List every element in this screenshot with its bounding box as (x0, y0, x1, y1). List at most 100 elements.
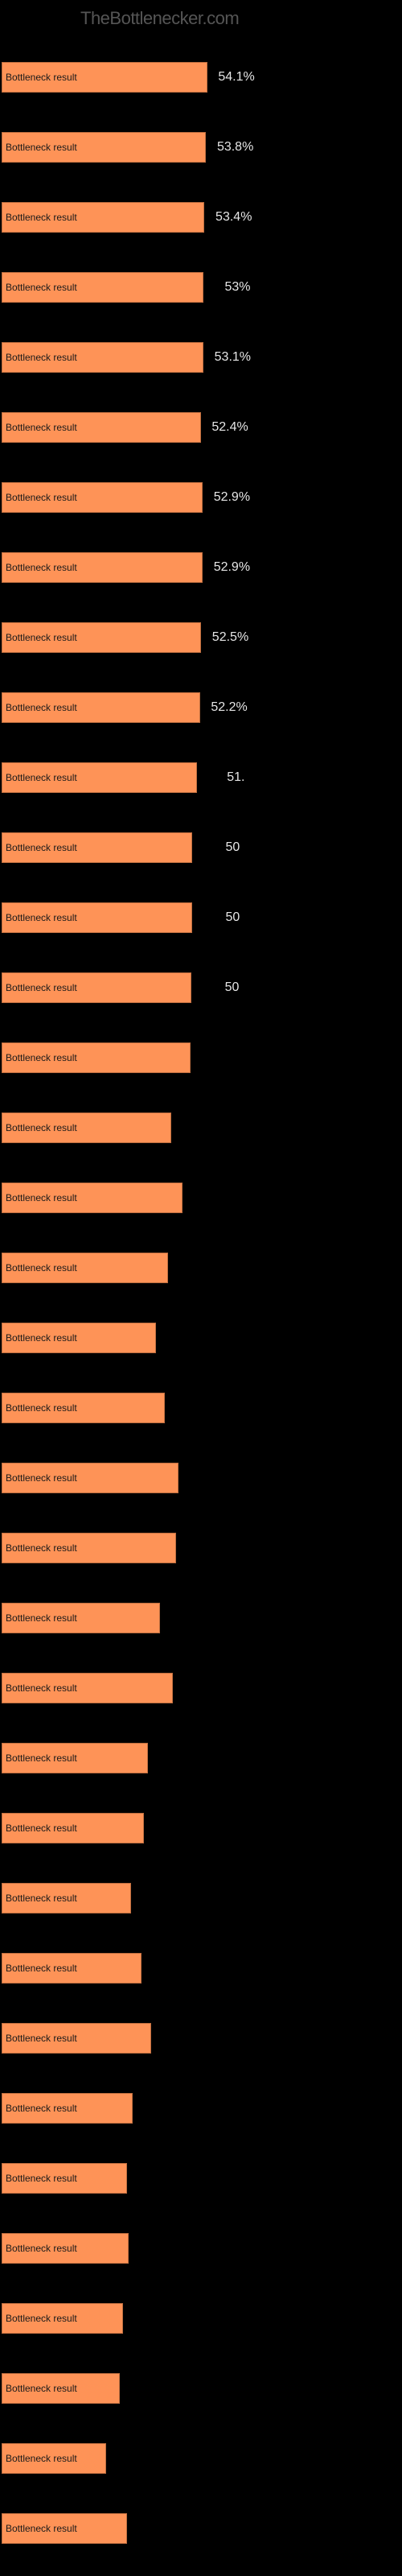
bottleneck-bar: Bottleneck result (2, 1323, 156, 1353)
chart-row: Bottleneck result (2, 2487, 211, 2557)
chart-row: Bottleneck result50 (2, 877, 211, 947)
chart-row: Bottleneck result50 (2, 807, 211, 877)
watermark-text: TheBottlenecker.com (80, 8, 239, 29)
bottleneck-bar: Bottleneck result52.2% (2, 692, 200, 723)
category-label (2, 807, 211, 824)
bar-inner-label: Bottleneck result (6, 912, 77, 923)
bar-inner-label: Bottleneck result (6, 562, 77, 573)
category-label (2, 737, 211, 754)
bottleneck-bar: Bottleneck result (2, 2373, 120, 2404)
bar-inner-label: Bottleneck result (6, 1542, 77, 1554)
bar-inner-label: Bottleneck result (6, 2313, 77, 2324)
bar-inner-label: Bottleneck result (6, 842, 77, 853)
bottleneck-bar: Bottleneck result52.9% (2, 552, 203, 583)
chart-row: Bottleneck result (2, 2207, 211, 2277)
chart-area: Bottleneck result54.1% Bottleneck result5… (2, 36, 211, 2557)
bottleneck-bar: Bottleneck result50 (2, 972, 191, 1003)
bar-inner-label: Bottleneck result (6, 352, 77, 363)
chart-row: Bottleneck result (2, 1997, 211, 2067)
bar-inner-label: Bottleneck result (6, 772, 77, 783)
bar-track: Bottleneck result52.5% (2, 622, 211, 653)
bar-inner-label: Bottleneck result (6, 1332, 77, 1344)
category-label (2, 1927, 211, 1945)
category-label (2, 1577, 211, 1595)
chart-container: TheBottlenecker.com Bottleneck result54.… (0, 0, 402, 2576)
bottleneck-bar: Bottleneck result (2, 1533, 176, 1563)
category-label (2, 1437, 211, 1455)
bar-inner-label: Bottleneck result (6, 632, 77, 643)
chart-row: Bottleneck result53.1% (2, 316, 211, 386)
category-label (2, 877, 211, 894)
bar-inner-label: Bottleneck result (6, 2033, 77, 2044)
bar-track: Bottleneck result (2, 2303, 211, 2334)
bar-track: Bottleneck result53.8% (2, 132, 211, 163)
bar-track: Bottleneck result (2, 2373, 211, 2404)
bottleneck-bar: Bottleneck result (2, 2093, 133, 2124)
category-label (2, 1157, 211, 1174)
chart-row: Bottleneck result52.9% (2, 526, 211, 597)
value-label: 52.9% (214, 560, 250, 575)
bottleneck-bar: Bottleneck result (2, 2303, 123, 2334)
bar-track: Bottleneck result (2, 2023, 211, 2054)
bottleneck-bar: Bottleneck result53.4% (2, 202, 204, 233)
bar-track: Bottleneck result (2, 2163, 211, 2194)
bottleneck-bar: Bottleneck result53.8% (2, 132, 206, 163)
value-label: 53.1% (215, 350, 251, 365)
category-label (2, 597, 211, 614)
category-label (2, 2067, 211, 2085)
category-label (2, 667, 211, 684)
bar-inner-label: Bottleneck result (6, 1052, 77, 1063)
value-label: 50 (226, 840, 240, 855)
category-label (2, 1787, 211, 1805)
bottleneck-bar: Bottleneck result52.4% (2, 412, 201, 443)
bar-track: Bottleneck result (2, 1323, 211, 1353)
bar-inner-label: Bottleneck result (6, 282, 77, 293)
bar-inner-label: Bottleneck result (6, 1823, 77, 1834)
bar-inner-label: Bottleneck result (6, 1262, 77, 1274)
category-label (2, 1507, 211, 1525)
bottleneck-bar: Bottleneck result54.1% (2, 62, 207, 93)
bar-inner-label: Bottleneck result (6, 2173, 77, 2184)
bar-track: Bottleneck result (2, 1393, 211, 1423)
bar-track: Bottleneck result52.4% (2, 412, 211, 443)
bar-track: Bottleneck result (2, 1253, 211, 1283)
bottleneck-bar: Bottleneck result53.1% (2, 342, 203, 373)
bar-track: Bottleneck result52.9% (2, 482, 211, 513)
chart-row: Bottleneck result52.2% (2, 667, 211, 737)
bar-track: Bottleneck result (2, 1743, 211, 1773)
bottleneck-bar: Bottleneck result (2, 1883, 131, 1913)
category-label (2, 176, 211, 194)
category-label (2, 1017, 211, 1034)
bar-track: Bottleneck result (2, 1673, 211, 1703)
bottleneck-bar: Bottleneck result50 (2, 902, 192, 933)
chart-row: Bottleneck result (2, 1647, 211, 1717)
category-label (2, 1857, 211, 1875)
chart-row: Bottleneck result (2, 1717, 211, 1787)
bar-inner-label: Bottleneck result (6, 2383, 77, 2394)
category-label (2, 456, 211, 474)
value-label: 52.2% (211, 700, 247, 715)
bar-inner-label: Bottleneck result (6, 2523, 77, 2534)
bottleneck-bar: Bottleneck result (2, 1113, 171, 1143)
chart-row: Bottleneck result52.4% (2, 386, 211, 456)
bar-inner-label: Bottleneck result (6, 1963, 77, 1974)
chart-row: Bottleneck result52.9% (2, 456, 211, 526)
chart-row: Bottleneck result (2, 1787, 211, 1857)
value-label: 53% (225, 280, 251, 295)
category-label (2, 1647, 211, 1665)
chart-row: Bottleneck result (2, 1297, 211, 1367)
chart-row: Bottleneck result53.4% (2, 176, 211, 246)
category-label (2, 1717, 211, 1735)
bar-track: Bottleneck result (2, 1113, 211, 1143)
chart-row: Bottleneck result (2, 2277, 211, 2347)
bottleneck-bar: Bottleneck result (2, 2233, 129, 2264)
category-label (2, 316, 211, 334)
bar-inner-label: Bottleneck result (6, 212, 77, 223)
bottleneck-bar: Bottleneck result50 (2, 832, 192, 863)
bottleneck-bar: Bottleneck result (2, 2023, 151, 2054)
category-label (2, 386, 211, 404)
bar-inner-label: Bottleneck result (6, 1893, 77, 1904)
value-label: 52.4% (211, 420, 248, 435)
bar-track: Bottleneck result51. (2, 762, 211, 793)
category-label (2, 2347, 211, 2365)
